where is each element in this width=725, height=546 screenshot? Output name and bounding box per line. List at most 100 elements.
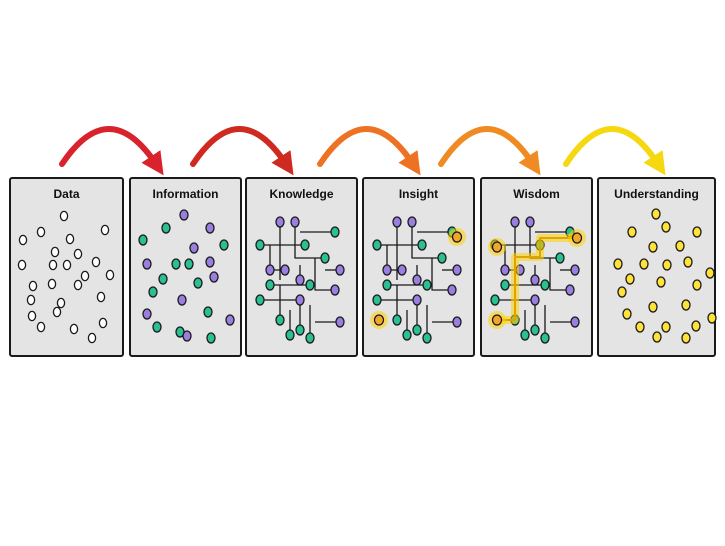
dot (47, 278, 57, 290)
network-node (412, 294, 422, 306)
dot (52, 306, 62, 318)
connector (314, 258, 335, 291)
network-node (510, 216, 520, 228)
dot (26, 294, 36, 306)
dot (87, 332, 97, 344)
arrow-3 (438, 126, 541, 176)
network-node (437, 252, 447, 264)
dot (91, 256, 101, 268)
dot (69, 323, 79, 335)
dot (161, 222, 171, 234)
dot (171, 258, 181, 270)
understanding-dot (613, 258, 623, 270)
dot (98, 317, 108, 329)
panel-title: Understanding (614, 187, 699, 201)
network-node (452, 264, 462, 276)
network-node (320, 252, 330, 264)
dot (158, 273, 168, 285)
understanding-dot (675, 240, 685, 252)
panel-frame (362, 177, 475, 357)
dot (65, 233, 75, 245)
dot (36, 321, 46, 333)
network-node (275, 216, 285, 228)
dot (56, 297, 66, 309)
understanding-dot (648, 301, 658, 313)
network-node (295, 324, 305, 336)
dot (189, 242, 199, 254)
panel-data: Data (9, 177, 124, 357)
panel-title: Wisdom (513, 187, 560, 201)
network-node (402, 329, 412, 341)
dot (17, 259, 27, 271)
network-node (392, 314, 402, 326)
insight-node (451, 231, 463, 243)
dot (148, 286, 158, 298)
understanding-dot (625, 273, 635, 285)
panel-frame (480, 177, 593, 357)
network-node (520, 329, 530, 341)
network-node (265, 264, 275, 276)
understanding-dot (656, 276, 666, 288)
network-node (500, 279, 510, 291)
network-node (335, 316, 345, 328)
network-node (335, 264, 345, 276)
understanding-dot (635, 321, 645, 333)
dot (100, 224, 110, 236)
network-node (330, 226, 340, 238)
network-node (255, 239, 265, 251)
dot (205, 222, 215, 234)
dot (225, 314, 235, 326)
dot (138, 234, 148, 246)
understanding-dot (617, 286, 627, 298)
network-node (280, 264, 290, 276)
arrow-4 (563, 126, 666, 176)
network-node (407, 216, 417, 228)
connector (497, 237, 577, 321)
panel-title: Information (153, 187, 219, 201)
network-node (295, 294, 305, 306)
network-node (555, 252, 565, 264)
connector (549, 258, 570, 291)
network-node (265, 279, 275, 291)
dot (50, 246, 60, 258)
connector (431, 258, 452, 291)
understanding-dot (622, 308, 632, 320)
understanding-dot (692, 226, 702, 238)
panel-knowledge: Knowledge (245, 177, 358, 357)
network-node (422, 279, 432, 291)
panel-insight: Insight (362, 177, 475, 357)
understanding-dot (648, 241, 658, 253)
network-node (500, 264, 510, 276)
understanding-dot (705, 267, 715, 279)
progression-arrows (59, 126, 666, 176)
network-node (417, 239, 427, 251)
understanding-dot (639, 258, 649, 270)
dot (142, 308, 152, 320)
arrow-2 (317, 126, 421, 176)
dot (73, 248, 83, 260)
network-node (285, 329, 295, 341)
understanding-dot (691, 320, 701, 332)
understanding-dot (661, 321, 671, 333)
wisdom-node (491, 241, 503, 253)
network-node (382, 264, 392, 276)
dot (177, 294, 187, 306)
dot (105, 269, 115, 281)
understanding-dot (692, 279, 702, 291)
understanding-dot (651, 208, 661, 220)
dot (179, 209, 189, 221)
panel-title: Knowledge (269, 187, 333, 201)
panels: Data Information Knowledge Insight Wisdom Und… (9, 177, 717, 357)
arrow-1 (190, 126, 294, 176)
network-node (275, 314, 285, 326)
understanding-dot (707, 312, 717, 324)
understanding-dot (681, 332, 691, 344)
network-node (372, 239, 382, 251)
understanding-dot (652, 331, 662, 343)
network-node (490, 294, 500, 306)
network-node (422, 332, 432, 344)
network-node (452, 316, 462, 328)
insight-node (373, 314, 385, 326)
network-node (397, 264, 407, 276)
